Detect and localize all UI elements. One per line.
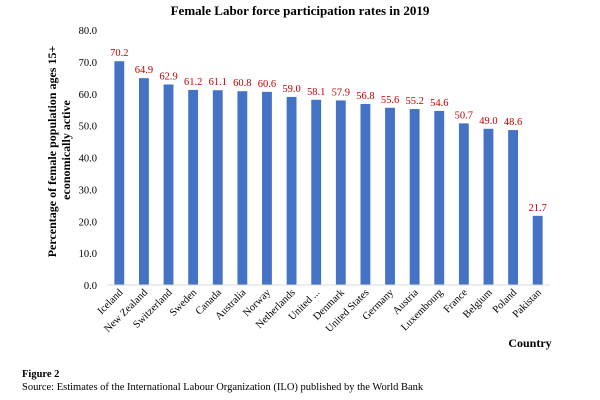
data-label: 60.6 <box>258 79 276 90</box>
bar <box>212 90 223 286</box>
data-label: 55.2 <box>405 96 423 107</box>
bar <box>508 130 519 285</box>
bar <box>188 89 199 285</box>
bar <box>311 99 322 286</box>
data-label: 55.6 <box>381 95 399 106</box>
data-label: 70.2 <box>110 48 128 59</box>
y-tick-label: 50.0 <box>79 122 97 133</box>
bars <box>114 61 543 286</box>
y-tick-label: 0.0 <box>84 281 97 292</box>
data-label: 61.2 <box>184 77 202 88</box>
figure-label: Figure 2 <box>22 369 60 380</box>
y-tick-label: 30.0 <box>79 185 97 196</box>
data-labels: 70.2 64.9 62.9 61.2 61.1 60.8 60.6 59.0 58.1 57.9… <box>110 48 547 214</box>
bar <box>434 110 445 286</box>
data-label: 49.0 <box>479 116 497 127</box>
bar <box>385 107 395 286</box>
data-label: 57.9 <box>332 87 350 98</box>
bar <box>163 84 174 285</box>
data-label: 58.1 <box>307 87 325 98</box>
data-label: 64.9 <box>135 65 153 76</box>
data-label: 59.0 <box>282 84 300 95</box>
bar <box>138 78 149 285</box>
figure-source: Source: Estimates of the International L… <box>22 382 424 393</box>
bar <box>483 128 494 285</box>
data-label: 62.9 <box>159 72 177 83</box>
data-label: 56.8 <box>356 91 374 102</box>
y-tick-label: 10.0 <box>79 249 97 260</box>
x-axis-label: Country <box>508 336 551 350</box>
bar <box>532 215 543 285</box>
data-label: 54.6 <box>430 98 448 109</box>
bar <box>286 96 297 285</box>
y-tick-label: 60.0 <box>79 90 97 101</box>
y-tick-label: 70.0 <box>79 58 97 69</box>
bar <box>114 61 125 285</box>
bar <box>458 123 469 285</box>
bar <box>237 91 248 285</box>
data-label: 60.8 <box>233 78 251 89</box>
y-axis-label: Percentage of female population ages 15+… <box>45 43 73 258</box>
data-label: 21.7 <box>529 203 547 214</box>
y-axis-label-line-2: economically active <box>59 100 73 200</box>
bar <box>262 91 272 286</box>
chart-title: Female Labor force participation rates i… <box>171 3 430 18</box>
bar <box>360 103 371 285</box>
bar <box>409 109 420 285</box>
y-tick-label: 40.0 <box>79 154 97 165</box>
data-label: 50.7 <box>455 110 473 121</box>
y-axis-ticks: 0.0 10.0 20.0 30.0 40.0 50.0 60.0 70.0 80.0 <box>79 26 97 292</box>
bar <box>335 100 346 285</box>
y-tick-label: 20.0 <box>79 217 97 228</box>
data-label: 61.1 <box>209 77 227 88</box>
y-tick-label: 80.0 <box>79 26 97 37</box>
y-axis-label-line-1: Percentage of female population ages 15+ <box>45 46 59 258</box>
data-label: 48.6 <box>504 117 522 128</box>
x-tick-label: Sweden <box>168 287 200 319</box>
